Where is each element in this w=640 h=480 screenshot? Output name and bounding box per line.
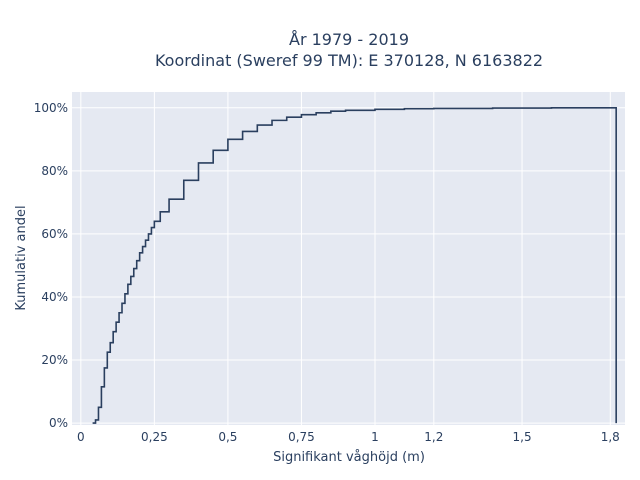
y-tick-label: 0% — [49, 416, 68, 430]
x-tick-label: 1,5 — [513, 430, 532, 444]
y-axis-title: Kumulativ andel — [14, 205, 29, 310]
cdf-step-line — [92, 106, 617, 424]
x-axis-ticks: 0 0,25 0,5 0,75 1 1,2 1,5 1,8 — [77, 430, 620, 444]
x-tick-label: 0,75 — [288, 430, 315, 444]
y-tick-label: 100% — [34, 101, 68, 115]
y-tick-label: 60% — [41, 227, 68, 241]
plot-area — [72, 92, 625, 425]
y-tick-label: 80% — [41, 164, 68, 178]
x-tick-label: 0 — [77, 430, 85, 444]
x-tick-label: 1 — [371, 430, 379, 444]
x-tick-label: 1,2 — [424, 430, 443, 444]
y-axis-ticks: 0% 20% 40% 60% 80% 100% — [34, 101, 68, 430]
y-tick-label: 40% — [41, 290, 68, 304]
chart-title-line2: Koordinat (Sweref 99 TM): E 370128, N 61… — [155, 51, 543, 70]
x-tick-label: 0,25 — [141, 430, 168, 444]
x-tick-label: 1,8 — [601, 430, 620, 444]
chart-title-line1: År 1979 - 2019 — [289, 30, 409, 49]
x-tick-label: 0,5 — [218, 430, 237, 444]
x-axis-title: Signifikant våghöjd (m) — [273, 450, 425, 465]
y-tick-label: 20% — [41, 353, 68, 367]
